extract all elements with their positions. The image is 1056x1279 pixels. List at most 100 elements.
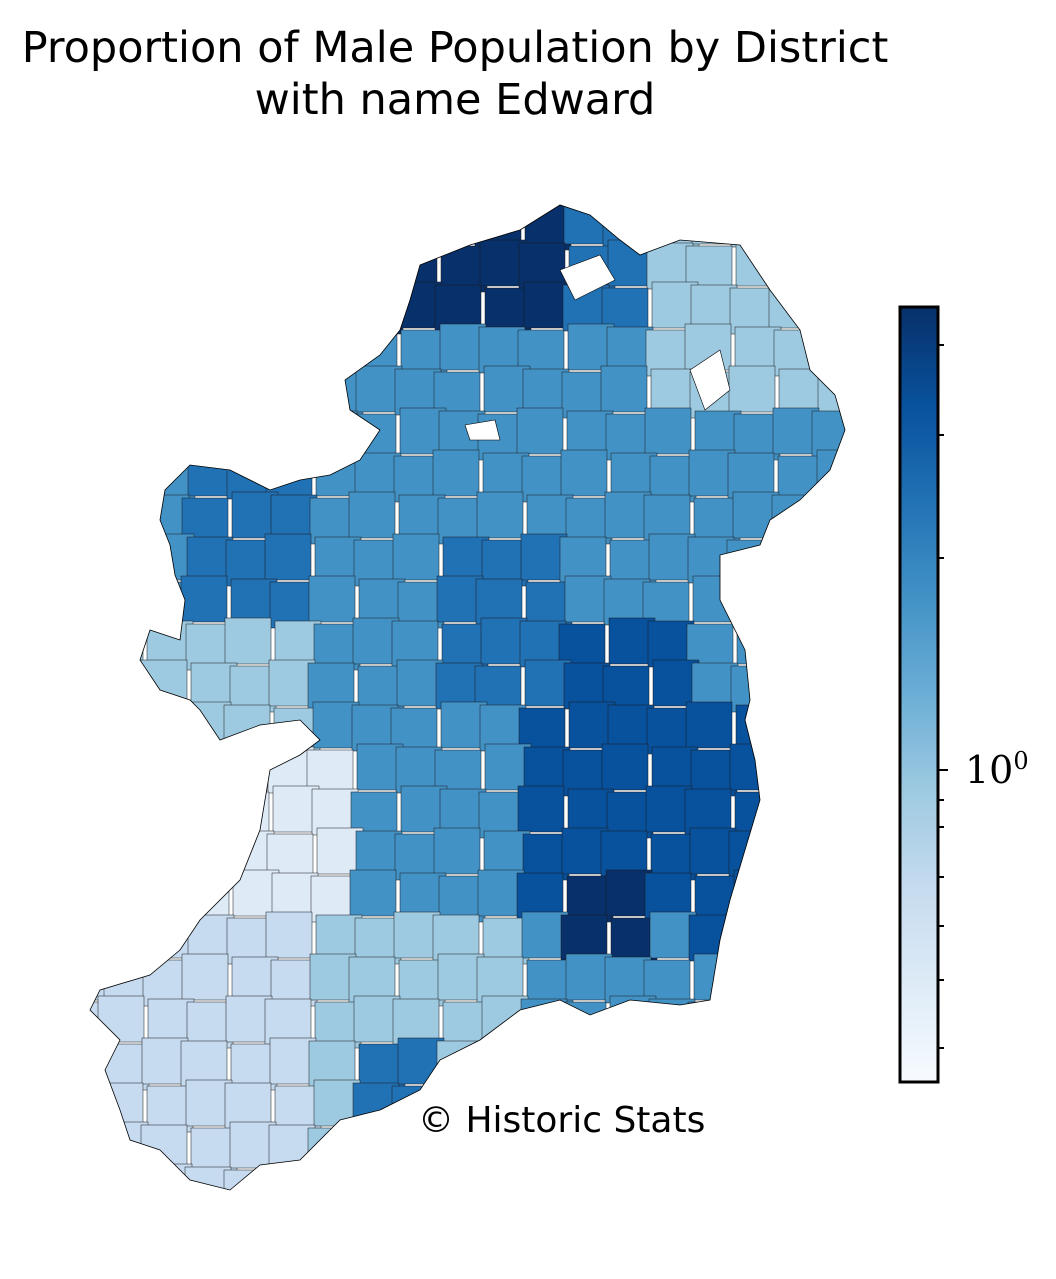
district-region	[520, 533, 568, 581]
district-region	[606, 791, 654, 839]
district-region	[610, 917, 658, 965]
district-region	[308, 1040, 356, 1088]
district-region	[650, 833, 698, 881]
district-region	[230, 578, 278, 626]
district-region	[645, 329, 693, 377]
district-region	[181, 953, 229, 1001]
district-region	[225, 995, 273, 1043]
district-region	[270, 494, 318, 542]
district-region	[351, 704, 399, 752]
district-region	[649, 911, 697, 959]
district-region	[269, 581, 317, 629]
district-region	[483, 365, 531, 413]
district-region	[348, 956, 396, 1004]
district-region	[645, 785, 693, 833]
district-region	[605, 413, 653, 461]
district-region	[689, 827, 737, 875]
district-region	[314, 1001, 362, 1049]
district-region	[358, 578, 406, 626]
district-region	[728, 365, 776, 413]
district-region	[355, 830, 403, 878]
district-region	[434, 284, 482, 332]
district-region	[524, 659, 572, 707]
district-region	[521, 911, 569, 959]
district-region	[690, 749, 738, 797]
district-region	[561, 827, 609, 875]
district-region	[312, 701, 360, 749]
district-region	[643, 494, 691, 542]
district-region	[522, 368, 570, 416]
district-region	[355, 365, 403, 413]
district-region	[600, 830, 648, 878]
district-region	[526, 959, 574, 1007]
district-region	[477, 869, 525, 917]
district-region	[393, 911, 441, 959]
district-region	[269, 1037, 317, 1085]
district-region	[353, 995, 401, 1043]
district-region	[225, 539, 273, 587]
district-region	[606, 326, 654, 374]
district-region	[479, 239, 527, 287]
district-region	[392, 998, 440, 1046]
district-region	[308, 575, 356, 623]
district-region	[180, 1040, 228, 1088]
district-region	[268, 659, 316, 707]
district-region	[265, 911, 313, 959]
lakes	[464, 254, 731, 441]
district-region	[270, 959, 318, 1007]
district-region	[348, 491, 396, 539]
district-region	[398, 494, 446, 542]
district-region	[435, 662, 483, 710]
district-region	[685, 701, 733, 749]
district-region	[146, 1085, 194, 1133]
district-region	[650, 368, 698, 416]
district-region	[516, 872, 564, 920]
district-region	[224, 617, 272, 665]
district-region	[560, 449, 608, 497]
district-region	[264, 533, 312, 581]
district-region	[646, 707, 694, 755]
district-region	[601, 743, 649, 791]
district-region	[644, 872, 692, 920]
district-region	[517, 785, 565, 833]
district-region	[393, 455, 441, 503]
district-region	[478, 791, 526, 839]
district-region	[480, 617, 528, 665]
district-region	[559, 536, 607, 584]
district-region	[734, 326, 782, 374]
district-region	[433, 827, 481, 875]
district-region	[733, 413, 781, 461]
district-region	[309, 953, 357, 1001]
district-region	[484, 743, 532, 791]
district-region	[481, 539, 529, 587]
district-region	[561, 371, 609, 419]
district-region	[314, 536, 362, 584]
colorbar-ticks	[938, 344, 948, 1049]
credit-text: © Historic Stats	[418, 1100, 706, 1141]
district-region	[190, 662, 238, 710]
district-region	[231, 491, 279, 539]
district-region	[609, 539, 657, 587]
district-region	[399, 872, 447, 920]
district-region	[523, 281, 571, 329]
district-region	[603, 578, 651, 626]
district-region	[394, 368, 442, 416]
district-region	[190, 1127, 238, 1175]
district-region	[644, 407, 692, 455]
district-region	[274, 1085, 322, 1133]
district-region	[432, 914, 480, 962]
district-region	[688, 449, 736, 497]
district-region	[649, 455, 697, 503]
district-region	[727, 452, 775, 500]
district-region	[309, 497, 357, 545]
district-region	[186, 1001, 234, 1049]
district-region	[439, 323, 487, 371]
district-region	[563, 662, 611, 710]
district-region	[648, 533, 696, 581]
district-region	[396, 659, 444, 707]
colorbar-gradient	[898, 305, 940, 1084]
district-region	[224, 1082, 272, 1130]
district-region	[600, 365, 648, 413]
